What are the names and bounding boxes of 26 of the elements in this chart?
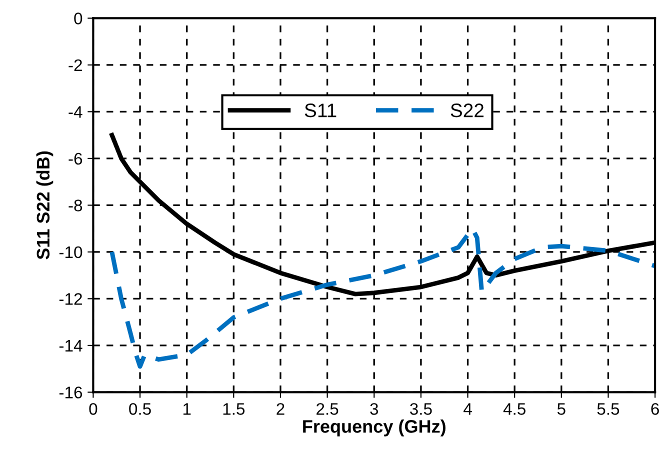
y-tick-label: -6 — [68, 152, 82, 165]
x-tick-label: 4 — [464, 403, 472, 415]
x-tick-label: 3.5 — [410, 403, 432, 415]
y-tick-label: -14 — [59, 340, 82, 352]
y-tick-label: -10 — [59, 246, 82, 258]
x-tick-label: 5.5 — [597, 403, 620, 415]
x-tick-label: 2 — [276, 403, 284, 415]
x-tick-label: 4.5 — [503, 403, 526, 415]
legend-label: S22 — [450, 104, 484, 118]
x-tick-label: 1.5 — [223, 403, 245, 415]
x-tick-label: 5 — [557, 403, 566, 415]
x-tick-label: 0 — [89, 403, 98, 415]
y-tick-label: -16 — [59, 386, 82, 398]
y-tick-label: -2 — [68, 59, 82, 71]
legend-label: S11 — [304, 104, 336, 118]
y-axis-title: S11 S22 (dB) — [36, 151, 54, 260]
x-tick-label: 0.5 — [129, 403, 151, 415]
x-tick-label: 1 — [183, 403, 191, 415]
x-axis-title: Frequency (GHz) — [303, 420, 446, 436]
x-tick-label: 2.5 — [316, 403, 338, 415]
x-tick-label: 3 — [370, 403, 378, 415]
y-tick-label: -8 — [68, 200, 82, 212]
x-tick-label: 6 — [651, 403, 659, 415]
y-tick-label: -4 — [68, 106, 82, 118]
y-tick-label: 0 — [74, 12, 82, 24]
y-tick-label: -12 — [59, 293, 82, 305]
